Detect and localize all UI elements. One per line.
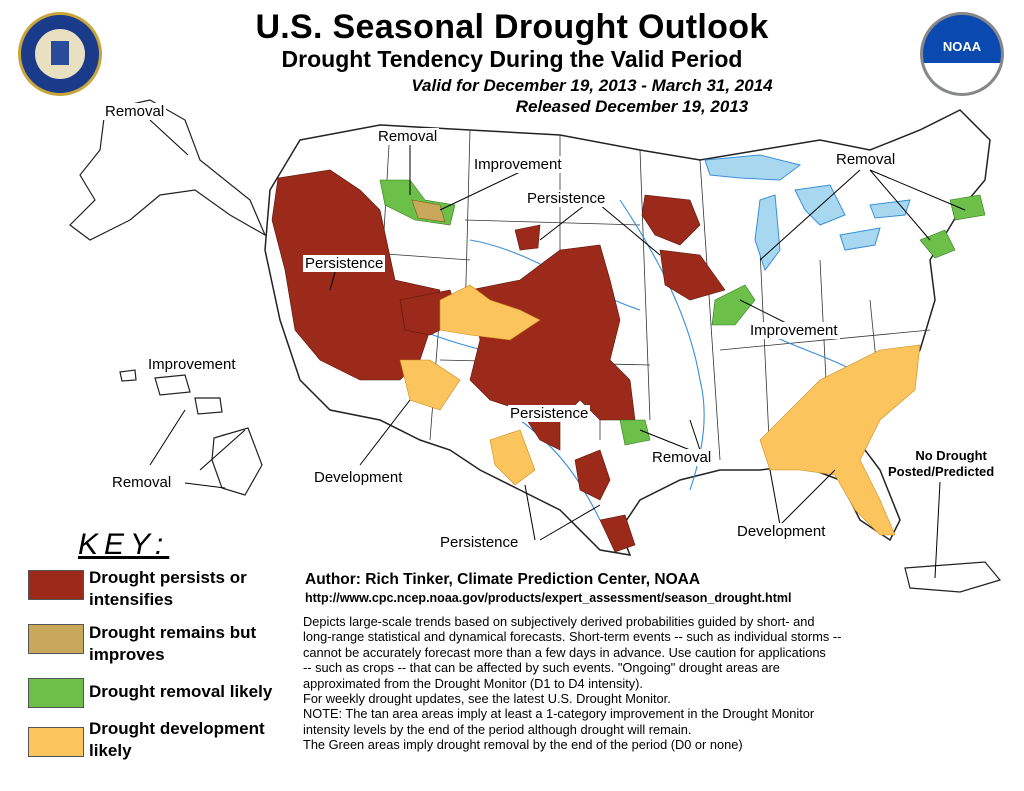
label-removal-hawaii: Removal: [110, 474, 174, 491]
key-swatch-persist: [28, 570, 84, 600]
persist-areas: [271, 169, 806, 553]
noaa-logo-text: NOAA: [942, 39, 982, 54]
key-swatch-improve: [28, 624, 84, 654]
development-areas: [399, 284, 921, 536]
label-removal-texas: Removal: [650, 449, 714, 466]
source-url[interactable]: http://www.cpc.ncep.noaa.gov/products/ex…: [305, 591, 792, 605]
label-no-drought-line2: Posted/Predicted: [888, 464, 995, 479]
label-improvement-montana: Improvement: [472, 156, 564, 173]
label-removal-northwest: Removal: [376, 128, 440, 145]
label-persistence-southplains: Persistence: [508, 405, 591, 422]
label-improvement-midwest: Improvement: [748, 322, 840, 339]
description-line: The Green areas imply drought removal by…: [303, 737, 743, 753]
hawaii-islands: [119, 369, 263, 496]
department-of-commerce-seal: [18, 12, 102, 96]
description-line: long-range statistical and dynamical for…: [303, 629, 842, 645]
author-credit: Author: Rich Tinker, Climate Prediction …: [305, 571, 701, 588]
label-development-southeast: Development: [735, 523, 828, 540]
description-line: NOTE: The tan area areas imply at least …: [303, 706, 815, 722]
label-development-southwest: Development: [312, 469, 405, 486]
description-line: intensity levels by the end of the perio…: [303, 721, 692, 737]
page-title: U.S. Seasonal Drought Outlook: [255, 8, 769, 46]
description-text: Depicts large-scale trends based on subj…: [303, 614, 1003, 753]
description-line: For weekly drought updates, see the late…: [303, 691, 671, 707]
puerto-rico-outline: [904, 561, 1002, 593]
alaska-outline: [69, 99, 267, 241]
label-persistence-texas: Persistence: [438, 534, 521, 551]
release-date: Released December 19, 2013: [515, 97, 749, 116]
noaa-logo: NOAA: [920, 12, 1004, 96]
key-label-removal: Drought removal likely: [89, 682, 273, 701]
label-persistence-west: Persistence: [303, 255, 386, 272]
description-line: -- such as crops -- that can be affected…: [303, 660, 780, 676]
key-swatch-development: [28, 727, 84, 757]
label-removal-alaska: Removal: [103, 103, 167, 120]
key-label-persist: Drought persists or intensifies: [89, 568, 247, 609]
label-improvement-hawaii: Improvement: [146, 356, 238, 373]
description-line: cannot be accurately forecast more than …: [303, 644, 826, 660]
valid-period: Valid for December 19, 2013 - March 31, …: [411, 76, 773, 95]
key-label-development: Drought development likely: [89, 719, 265, 760]
label-removal-northeast: Removal: [834, 151, 898, 168]
key-title: KEY:: [78, 528, 170, 561]
key-label-improve: Drought remains but improves: [89, 623, 257, 664]
label-no-drought: No Drought Posted/Predicted: [888, 448, 997, 480]
label-persistence-dakotas: Persistence: [525, 190, 608, 207]
page-subtitle: Drought Tendency During the Valid Period: [281, 46, 743, 72]
description-line: approximated from the Drought Monitor (D…: [303, 675, 643, 691]
pointer-lines: [149, 119, 966, 579]
key-swatch-removal: [28, 678, 84, 708]
label-no-drought-line1: No Drought: [915, 448, 987, 463]
description-line: Depicts large-scale trends based on subj…: [303, 614, 815, 629]
